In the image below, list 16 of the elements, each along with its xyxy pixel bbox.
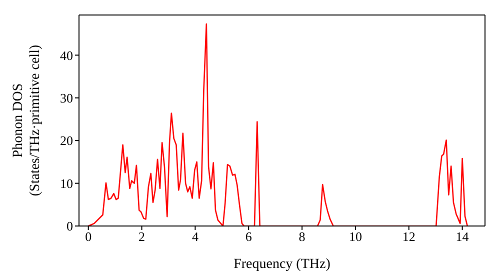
line-series (88, 23, 468, 226)
y-tick-label: 40 (60, 48, 73, 63)
y-tick-label: 0 (66, 218, 73, 234)
x-tick-label: 6 (245, 229, 252, 244)
x-axis-title: Frequency (THz) (234, 257, 331, 272)
x-tick-label: 2 (138, 229, 146, 244)
y-axis-title: Phonon DOS (States/THz·primitive cell) (11, 44, 43, 196)
x-tick-label: 14 (456, 229, 470, 244)
y-tick-label: 10 (60, 176, 73, 191)
y-tick-label: 20 (60, 133, 73, 148)
x-tick-label: 10 (348, 229, 362, 244)
y-tick-label: 30 (60, 90, 73, 106)
x-tick-label: 8 (298, 229, 306, 244)
x-tick-label: 4 (192, 229, 199, 244)
x-tick-label: 12 (402, 229, 416, 244)
x-tick-label: 0 (85, 229, 92, 244)
